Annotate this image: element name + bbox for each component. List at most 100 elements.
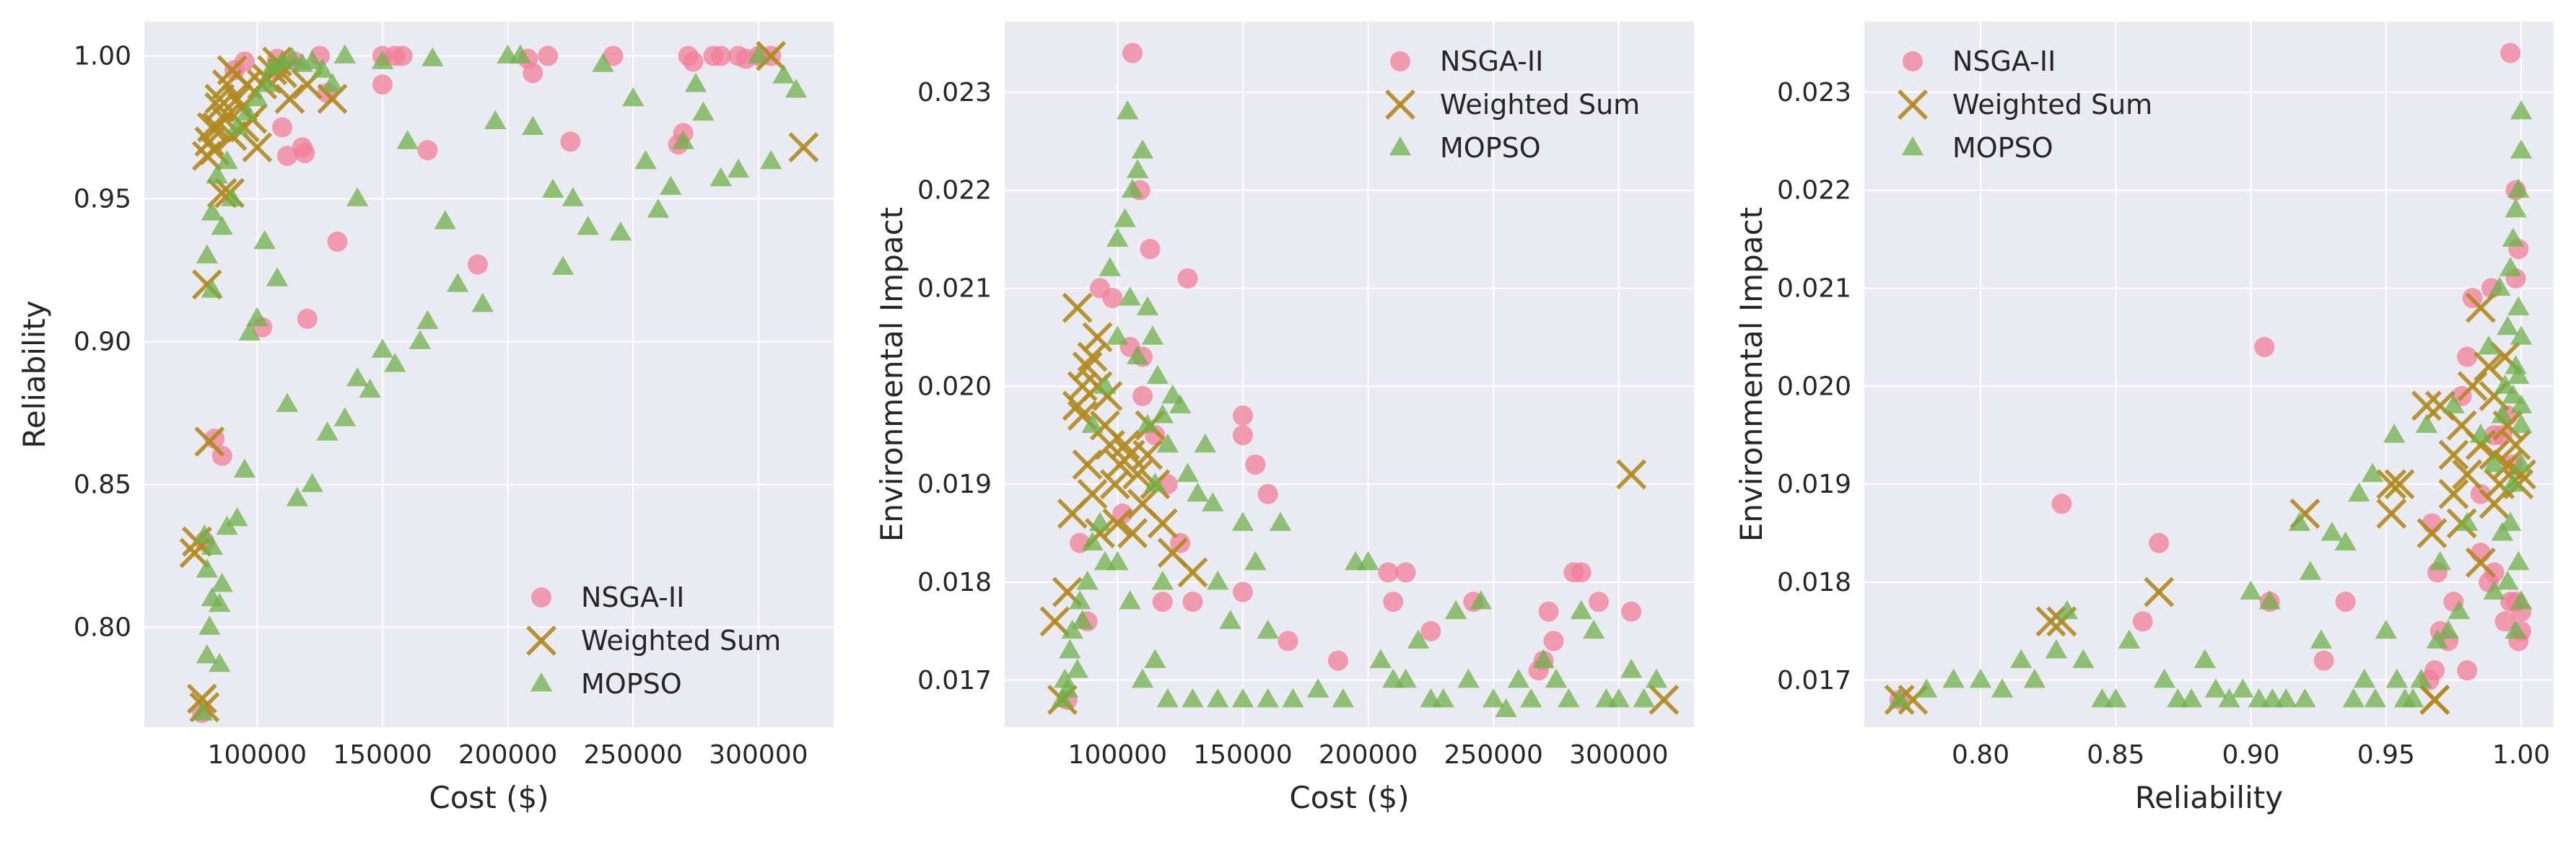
data-point-triangle [2499,512,2522,531]
data-point-triangle [2218,688,2240,708]
data-point-triangle [233,458,256,478]
data-point-triangle [1482,688,1505,708]
data-point-triangle [1141,325,1164,345]
data-point-triangle [2310,629,2333,649]
data-point-triangle [316,421,339,441]
data-point-triangle [196,644,219,664]
data-point-x-stroke-b [2465,547,2496,578]
data-point-x-stroke-b [1052,576,1083,607]
legend-marker-x-stroke-b [526,626,556,656]
data-point-x-stroke-b [1077,341,1108,372]
data-point-triangle [2334,531,2357,551]
data-point-triangle [1257,688,1279,708]
data-point-triangle [2023,668,2046,688]
data-point-x-stroke-b [2479,488,2510,519]
x-tick-label: 100000 [1068,740,1167,770]
data-point-triangle [2153,668,2175,688]
data-point-triangle [727,158,750,178]
data-point-triangle [1357,550,1379,571]
data-point-x [2376,498,2407,529]
data-point-triangle [2488,276,2511,296]
data-point-x-stroke-b [1072,351,1103,382]
data-point-x [1067,371,1098,402]
data-point-circle [1420,620,1441,641]
data-point-triangle [2385,668,2408,688]
data-point-triangle [2510,452,2533,473]
data-point-triangle [2118,629,2141,649]
data-point-triangle [660,175,682,196]
data-point-x [788,132,819,163]
legend: NSGA-II Weighted Sum MOPSO [1898,45,2152,164]
data-point-triangle [2510,139,2533,159]
data-point-triangle [484,110,507,129]
data-point-circle [234,51,255,72]
data-point-circle [710,45,731,66]
data-point-x-stroke-b [1649,685,1680,715]
data-point-x [1039,606,1070,637]
data-point-x-stroke-b [1147,508,1178,539]
data-point-triangle [211,216,233,235]
data-point-circle [603,45,624,66]
y-tick-label: 0.95 [74,184,131,214]
data-point-triangle [2375,619,2398,639]
data-point-x [1132,439,1163,470]
data-point-circle [2470,483,2491,504]
x-axis-label: Cost ($) [429,780,549,815]
data-point-triangle [256,73,279,92]
data-point-triangle [2180,688,2203,708]
data-point-triangle [236,101,258,121]
data-point-triangle [2426,629,2449,649]
data-point-x-stroke-b [2465,429,2496,460]
data-point-circle [276,146,297,167]
data-point-triangle [311,58,333,78]
data-point-triangle [672,130,694,149]
data-point-x [1099,469,1130,500]
data-point-circle [2457,346,2478,367]
legend-marker-triangle [530,672,553,692]
data-point-triangle [2045,639,2068,659]
legend-marker-triangle [1901,136,1924,156]
data-point-triangle [1061,619,1083,639]
data-point-triangle [1306,678,1330,698]
panel-2: 100000 150000 200000 250000 300000 0.017 0.018… [874,22,1694,815]
data-point-circle [2313,650,2334,671]
data-point-circle [327,231,348,252]
data-point-triangle [1126,159,1149,178]
data-point-x [1082,322,1113,353]
y-tick-label: 0.020 [917,372,992,401]
data-point-triangle [1369,649,1392,669]
data-point-triangle [2502,384,2525,404]
data-point-triangle [2502,473,2525,492]
data-point-triangle [2505,355,2527,374]
x-tick-label: 0.90 [2222,740,2279,770]
data-point-circle [1152,592,1173,613]
data-point-x-stroke-b [2500,429,2531,460]
data-point-triangle [221,187,243,206]
data-point-triangle [1068,590,1091,610]
legend-label: NSGA-II [581,582,684,613]
data-point-x [1072,351,1103,382]
data-point-triangle [1136,413,1159,434]
data-point-triangle [2507,296,2530,316]
data-point-circle [538,45,559,66]
data-point-circle [467,254,488,275]
data-point-circle [1257,483,1278,504]
data-point-x-stroke-b [179,537,210,569]
data-point-x [2492,449,2523,480]
data-point-circle [1395,562,1416,583]
data-point-triangle [1156,688,1179,708]
data-point-triangle [759,150,782,170]
data-point-circle [1232,582,1253,602]
data-point-triangle [396,130,419,149]
data-point-x-stroke-b [191,269,222,300]
data-point-x-stroke-b [1157,537,1188,569]
data-point-x-stroke-b [1109,429,1140,460]
x-tick-label: 250000 [583,740,682,770]
legend-marker-circle [1903,51,1923,71]
data-point-triangle [1915,678,1938,698]
data-point-triangle [2258,590,2281,610]
panel-3: 0.80 0.85 0.90 0.95 1.00 0.017 0.018 0.019 0.020… [1734,22,2554,815]
data-point-x [1062,292,1093,323]
data-point-triangle [1176,462,1199,482]
data-point-triangle [1093,374,1117,394]
